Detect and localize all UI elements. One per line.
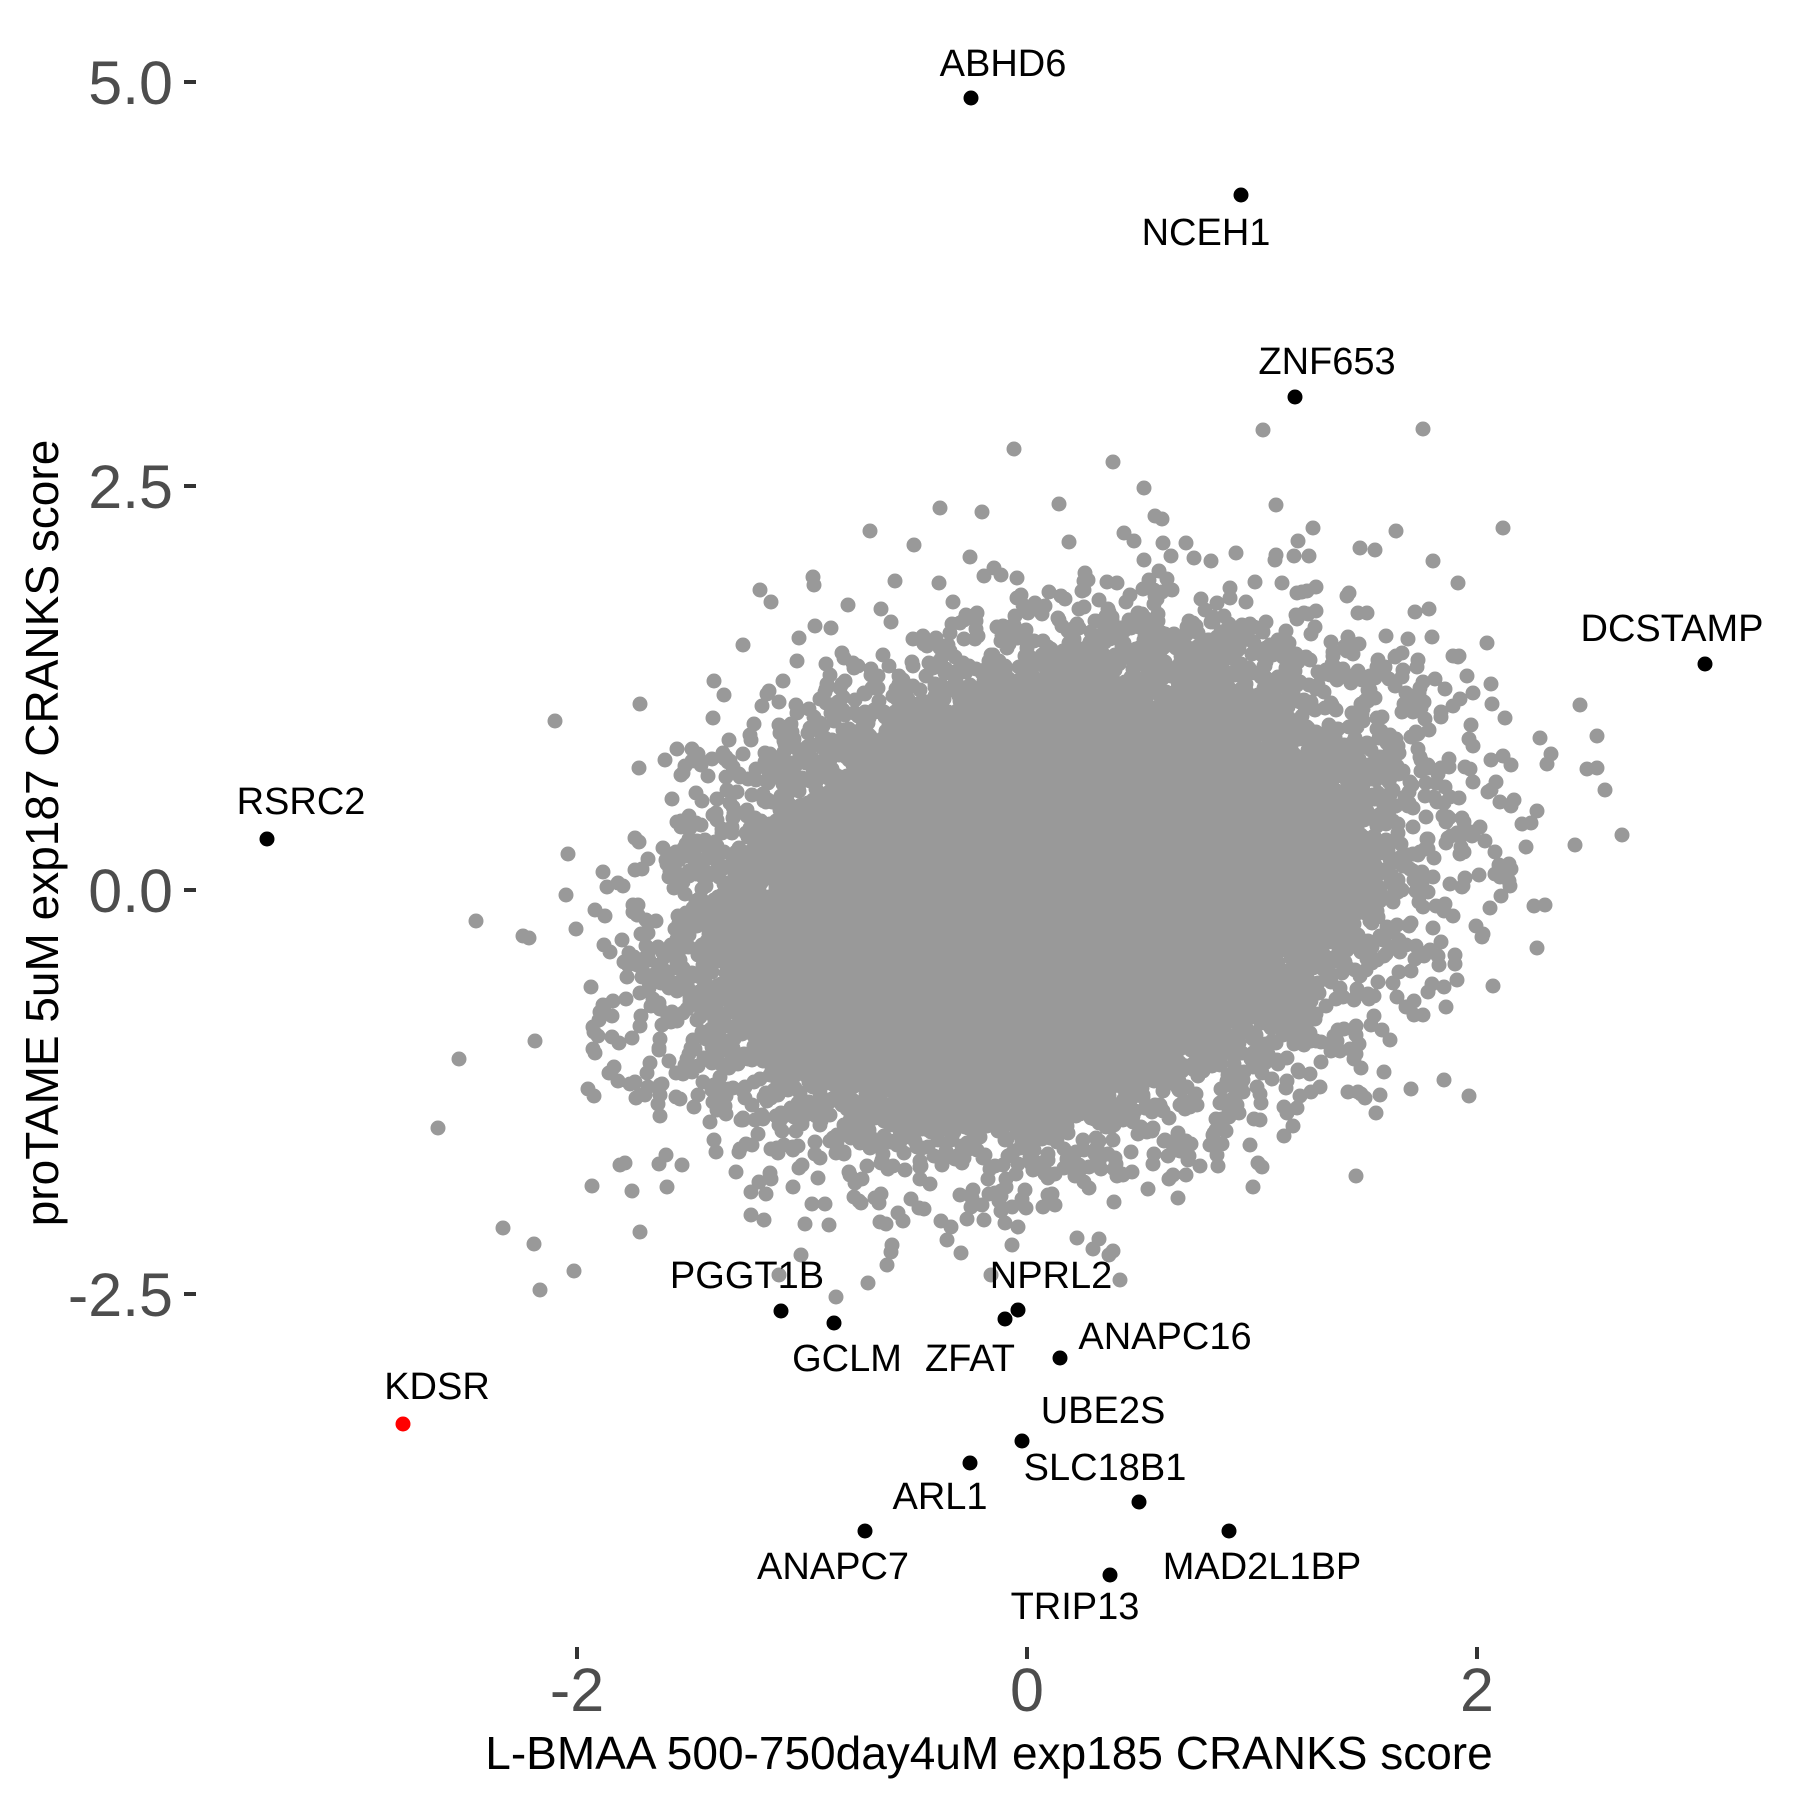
svg-text:ZFAT: ZFAT bbox=[925, 1338, 1015, 1380]
svg-text:ANAPC16: ANAPC16 bbox=[1078, 1316, 1251, 1358]
svg-text:GCLM: GCLM bbox=[792, 1338, 902, 1380]
svg-text:-2: -2 bbox=[550, 1656, 604, 1724]
svg-text:0.0: 0.0 bbox=[88, 857, 173, 925]
svg-text:5.0: 5.0 bbox=[88, 49, 173, 117]
svg-text:NPRL2: NPRL2 bbox=[990, 1255, 1113, 1297]
svg-text:UBE2S: UBE2S bbox=[1041, 1390, 1166, 1432]
svg-text:-2.5: -2.5 bbox=[68, 1261, 173, 1329]
svg-text:TRIP13: TRIP13 bbox=[1011, 1586, 1140, 1628]
svg-text:ARL1: ARL1 bbox=[892, 1476, 987, 1518]
svg-text:PGGT1B: PGGT1B bbox=[670, 1255, 824, 1297]
svg-text:ZNF653: ZNF653 bbox=[1258, 341, 1395, 383]
svg-text:ABHD6: ABHD6 bbox=[940, 43, 1067, 85]
svg-text:0: 0 bbox=[1010, 1656, 1044, 1724]
svg-text:L-BMAA 500-750day4uM exp185 CR: L-BMAA 500-750day4uM exp185 CRANKS score bbox=[485, 1727, 1492, 1779]
svg-text:2: 2 bbox=[1460, 1656, 1494, 1724]
svg-text:proTAME 5uM exp187 CRANKS scor: proTAME 5uM exp187 CRANKS score bbox=[16, 440, 68, 1227]
svg-text:MAD2L1BP: MAD2L1BP bbox=[1163, 1546, 1362, 1588]
svg-text:NCEH1: NCEH1 bbox=[1142, 212, 1271, 254]
svg-text:DCSTAMP: DCSTAMP bbox=[1581, 608, 1764, 650]
svg-text:ANAPC7: ANAPC7 bbox=[757, 1546, 909, 1588]
svg-text:SLC18B1: SLC18B1 bbox=[1024, 1447, 1187, 1489]
svg-text:RSRC2: RSRC2 bbox=[237, 781, 366, 823]
svg-text:2.5: 2.5 bbox=[88, 453, 173, 521]
svg-text:KDSR: KDSR bbox=[384, 1366, 490, 1408]
